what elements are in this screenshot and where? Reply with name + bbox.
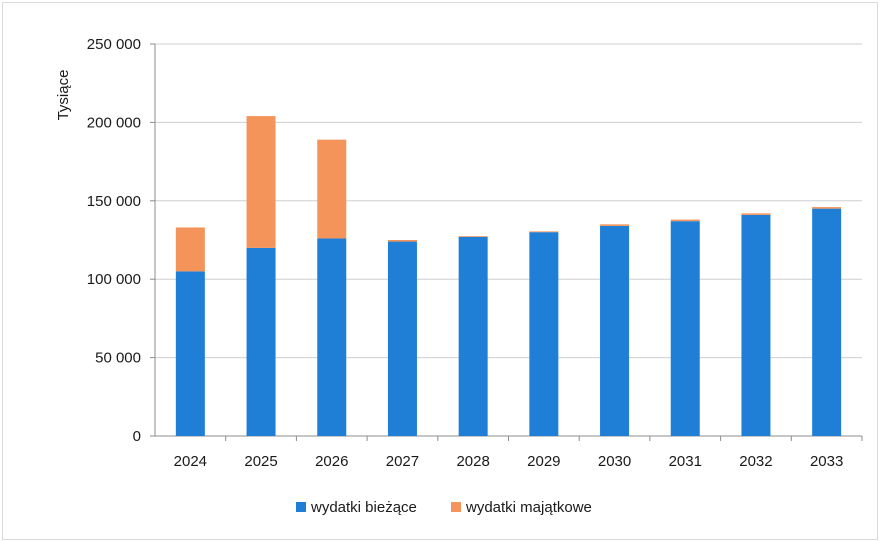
x-tick-label: 2026 xyxy=(315,453,348,470)
y-tick-label: 200 000 xyxy=(87,114,141,131)
y-axis-ticks: 0 50 000 100 000 150 000 200 000 250 000 xyxy=(87,36,141,445)
bar-wydatki-majatkowe xyxy=(246,116,276,248)
bar-wydatki-biezace xyxy=(387,241,417,436)
y-tick-label: 150 000 xyxy=(87,193,141,210)
bar-wydatki-biezace xyxy=(246,247,276,436)
bar-wydatki-majatkowe xyxy=(317,139,347,239)
y-tick-label: 0 xyxy=(133,428,141,445)
x-tick-label: 2025 xyxy=(244,453,277,470)
x-tick-label: 2033 xyxy=(810,453,843,470)
bar-wydatki-biezace xyxy=(529,232,559,436)
bar-wydatki-majatkowe xyxy=(529,231,559,233)
legend-label-biezace: wydatki bieżące xyxy=(310,499,417,516)
legend-swatch-majatkowe xyxy=(451,502,461,512)
bar-wydatki-majatkowe xyxy=(812,207,842,209)
x-tick-label: 2024 xyxy=(174,453,207,470)
y-axis-label: Tysiące xyxy=(55,70,72,121)
legend-label-majatkowe: wydatki majątkowe xyxy=(465,499,592,516)
bar-wydatki-majatkowe xyxy=(175,227,205,272)
y-tick-label: 50 000 xyxy=(95,350,141,367)
y-tick-label: 100 000 xyxy=(87,271,141,288)
bar-wydatki-biezace xyxy=(600,225,630,436)
x-tick-label: 2031 xyxy=(669,453,702,470)
bar-wydatki-biezace xyxy=(670,221,700,436)
bar-wydatki-majatkowe xyxy=(600,224,630,226)
x-tick-label: 2030 xyxy=(598,453,631,470)
bars xyxy=(175,116,842,436)
x-axis-ticks: 2024 2025 2026 2027 2028 2029 2030 2031 2032 2033 xyxy=(174,453,844,470)
legend: wydatki bieżące wydatki majątkowe xyxy=(296,499,592,516)
x-tick-label: 2029 xyxy=(527,453,560,470)
bar-wydatki-majatkowe xyxy=(670,219,700,222)
bar-wydatki-majatkowe xyxy=(387,240,417,242)
bar-wydatki-majatkowe xyxy=(458,236,488,237)
bar-wydatki-biezace xyxy=(741,214,771,436)
x-tick-label: 2027 xyxy=(386,453,419,470)
x-tick-label: 2028 xyxy=(456,453,489,470)
bar-wydatki-biezace xyxy=(175,271,205,436)
x-tick-label: 2032 xyxy=(739,453,772,470)
y-tick-label: 250 000 xyxy=(87,36,141,53)
bar-wydatki-biezace xyxy=(458,236,488,436)
bar-wydatki-biezace xyxy=(317,238,347,436)
legend-swatch-biezace xyxy=(296,502,306,512)
bar-wydatki-biezace xyxy=(812,208,842,436)
bar-wydatki-majatkowe xyxy=(741,213,771,215)
